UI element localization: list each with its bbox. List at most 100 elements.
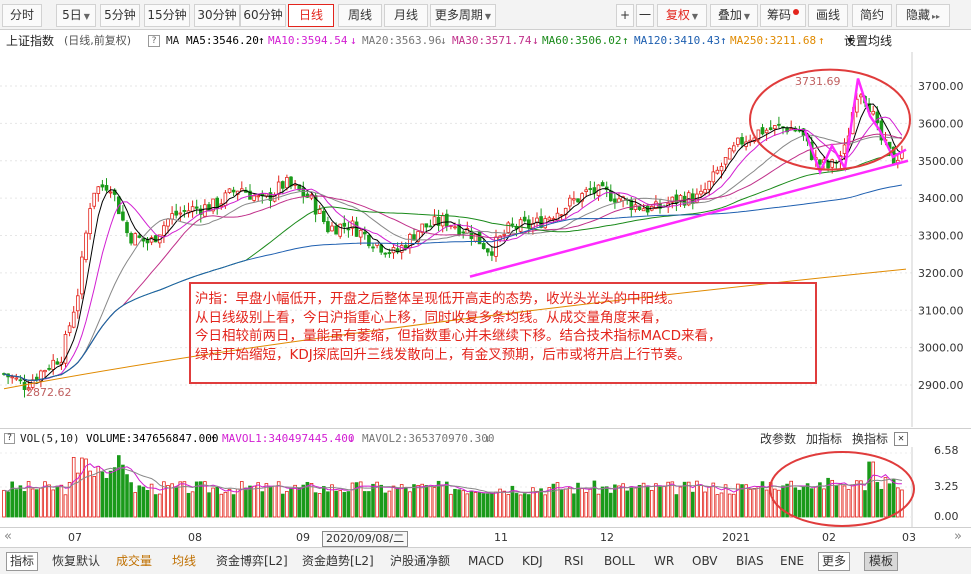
candle-body — [84, 232, 88, 260]
period-monthly[interactable]: 月线 — [384, 4, 428, 27]
volume-plot[interactable] — [0, 447, 971, 527]
chip-button[interactable]: 筹码 — [760, 4, 806, 27]
volume-bar — [178, 481, 183, 518]
tab-ma[interactable]: 均线 — [172, 554, 197, 568]
volume-bar — [695, 480, 699, 518]
volume-bar — [182, 481, 187, 518]
tab-more[interactable]: 更多 — [818, 552, 851, 571]
candle-body — [211, 198, 215, 212]
help-icon[interactable]: ? — [4, 433, 15, 444]
period-intraday[interactable]: 分时 — [2, 4, 42, 27]
period-more[interactable]: 更多周期 ▼ — [430, 4, 496, 27]
price-axis-label: 3000.00 — [918, 342, 964, 355]
volume-bar — [403, 487, 408, 518]
overlay-button[interactable]: 叠加 ▼ — [710, 4, 758, 27]
xaxis-tick-2021: 2021 — [722, 531, 750, 544]
tab-bias[interactable]: BIAS — [736, 554, 764, 568]
switch-indicator-button[interactable]: 换指标 — [852, 432, 889, 446]
scroll-left-icon[interactable]: « — [4, 529, 12, 544]
tab-indicator[interactable]: 指标 — [6, 552, 39, 571]
tab-macd[interactable]: MACD — [468, 554, 504, 568]
tab-restore-default[interactable]: 恢复默认 — [52, 554, 101, 568]
period-daily[interactable]: 日线 — [288, 4, 334, 27]
hide-button[interactable]: 隐藏 ▸▸ — [896, 4, 950, 27]
candle-body — [162, 225, 166, 236]
period-weekly[interactable]: 周线 — [338, 4, 382, 27]
adjust-right-button[interactable]: 复权 ▼ — [657, 4, 707, 27]
tab-rsi[interactable]: RSI — [564, 554, 584, 568]
edit-params-button[interactable]: 改参数 — [760, 432, 797, 446]
candle-body — [362, 231, 367, 235]
volume-bar — [43, 481, 47, 518]
volume-bar — [162, 481, 166, 518]
candle-body — [633, 204, 638, 210]
zoom-in-button[interactable]: + — [616, 4, 634, 27]
volume-bar — [617, 485, 621, 518]
candle-body — [629, 200, 634, 211]
add-indicator-button[interactable]: 加指标 — [806, 432, 843, 446]
cursor-date-box: 2020/09/08/二 — [322, 531, 409, 547]
volume-bar — [14, 489, 19, 518]
tab-obv[interactable]: OBV — [692, 554, 718, 568]
tab-ene[interactable]: ENE — [780, 554, 805, 568]
volume-bar — [727, 493, 732, 518]
volume-bar — [76, 472, 80, 518]
volume-bar — [658, 485, 662, 518]
candle-body — [477, 231, 482, 245]
period-60min[interactable]: 60分钟 — [240, 4, 286, 27]
candle-body — [182, 210, 187, 212]
volume-bar — [855, 480, 859, 518]
simple-button[interactable]: 简约 — [852, 4, 892, 27]
low-price-label: 2872.62 — [26, 386, 72, 399]
candle-body — [153, 235, 158, 243]
candle-body — [568, 197, 572, 207]
volume-bar — [227, 488, 232, 518]
tab-fund-game[interactable]: 资金博弈[L2] — [216, 554, 288, 568]
candle-body — [174, 210, 179, 216]
period-5min[interactable]: 5分钟 — [100, 4, 140, 27]
volume-bar — [371, 483, 375, 518]
tab-template[interactable]: 模板 — [864, 552, 899, 571]
volume-bar — [248, 485, 252, 518]
candle-body — [715, 169, 720, 174]
close-icon[interactable]: ✕ — [894, 432, 908, 446]
volume-bar — [686, 481, 691, 518]
volume-bar — [522, 493, 527, 518]
volume-bar — [859, 480, 863, 518]
period-15min[interactable]: 15分钟 — [144, 4, 190, 27]
tab-fund-trend[interactable]: 资金趋势[L2] — [302, 554, 374, 568]
candle-body — [276, 181, 281, 195]
volume-bar — [682, 481, 687, 518]
volume-bar — [543, 494, 547, 518]
candlestick-chart[interactable]: 3700.00 3600.00 3500.00 3400.00 3300.00 3200.… — [0, 52, 971, 427]
draw-line-button[interactable]: 画线 — [808, 4, 848, 27]
tab-wr[interactable]: WR — [654, 554, 675, 568]
tab-volume[interactable]: 成交量 — [116, 554, 153, 568]
volume-bar — [96, 465, 101, 518]
volume-chart[interactable]: 6.58 3.25 0.00 — [0, 444, 971, 527]
volume-bar — [846, 489, 851, 518]
volume-bar — [63, 494, 68, 518]
indicator-tabs: 指标 恢复默认 成交量 均线 资金博弈[L2] 资金趋势[L2] 沪股通净额 M… — [0, 547, 971, 574]
candle-body — [485, 248, 490, 253]
help-icon[interactable]: ? — [148, 35, 160, 47]
volume-bar — [469, 490, 474, 518]
high-price-label: 3731.69 — [795, 75, 841, 88]
scroll-right-icon[interactable]: » — [954, 529, 962, 544]
volume-bar — [379, 484, 383, 518]
candlestick-plot[interactable]: 3700.00 3600.00 3500.00 3400.00 3300.00 3200.… — [0, 52, 971, 427]
volume-bar — [309, 483, 314, 518]
volume-bar — [186, 492, 191, 518]
price-axis-label: 2900.00 — [918, 379, 964, 392]
period-5day[interactable]: 5日 ▼ — [56, 4, 96, 27]
candle-body — [490, 251, 494, 256]
tab-northbound-net[interactable]: 沪股通净额 — [390, 554, 451, 568]
volume-bar — [654, 483, 658, 518]
volume-bar — [436, 480, 441, 518]
chevron-down-icon: ▼ — [691, 12, 699, 21]
zoom-out-button[interactable]: 一 — [636, 4, 654, 27]
tab-kdj[interactable]: KDJ — [522, 554, 543, 568]
period-30min[interactable]: 30分钟 — [194, 4, 240, 27]
volume-bar — [338, 490, 342, 518]
tab-boll[interactable]: BOLL — [604, 554, 635, 568]
